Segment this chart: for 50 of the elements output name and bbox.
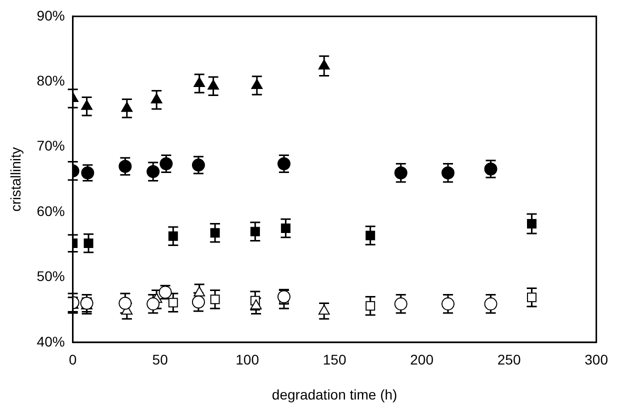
y-tick-label: 70% bbox=[36, 138, 65, 154]
x-tick-label: 200 bbox=[410, 352, 434, 368]
point bbox=[146, 165, 160, 178]
point bbox=[210, 228, 220, 238]
point bbox=[441, 166, 454, 180]
point bbox=[484, 297, 498, 310]
point bbox=[210, 294, 220, 304]
point bbox=[250, 226, 260, 236]
y-tick-label: 40% bbox=[36, 333, 65, 350]
point bbox=[194, 286, 206, 296]
point bbox=[192, 295, 205, 308]
point bbox=[84, 238, 94, 248]
y-tick-label: 80% bbox=[36, 72, 65, 88]
x-tick-label: 300 bbox=[584, 352, 608, 368]
point bbox=[366, 301, 376, 311]
point bbox=[484, 162, 498, 176]
point bbox=[81, 100, 92, 110]
y-tick-label: 60% bbox=[36, 202, 65, 219]
point bbox=[121, 102, 133, 112]
point bbox=[146, 297, 160, 310]
point bbox=[318, 59, 330, 70]
x-tick-label: 50 bbox=[152, 352, 168, 368]
x-tick-label: 0 bbox=[68, 352, 77, 368]
x-axis-title: degradation time (h) bbox=[272, 386, 398, 402]
point bbox=[441, 297, 454, 310]
x-tick-label: 250 bbox=[497, 352, 521, 368]
point bbox=[118, 296, 132, 310]
y-tick-label: 90% bbox=[36, 7, 65, 24]
point bbox=[394, 297, 408, 310]
point bbox=[280, 224, 290, 234]
x-tick-label: 150 bbox=[322, 352, 346, 368]
point bbox=[192, 158, 205, 172]
point bbox=[277, 157, 290, 170]
point bbox=[527, 218, 536, 228]
point bbox=[366, 230, 376, 240]
point bbox=[194, 77, 206, 88]
point bbox=[527, 292, 536, 302]
point bbox=[394, 166, 408, 180]
point bbox=[150, 93, 162, 104]
y-axis-title: cristallinity bbox=[7, 147, 24, 212]
point bbox=[318, 304, 330, 315]
point bbox=[208, 80, 219, 90]
point bbox=[168, 298, 178, 308]
point bbox=[250, 299, 262, 310]
point bbox=[251, 79, 263, 90]
x-tick-label: 100 bbox=[236, 352, 260, 368]
point bbox=[160, 157, 173, 170]
y-tick-label: 50% bbox=[36, 268, 65, 284]
point bbox=[118, 160, 132, 173]
point bbox=[168, 231, 178, 241]
